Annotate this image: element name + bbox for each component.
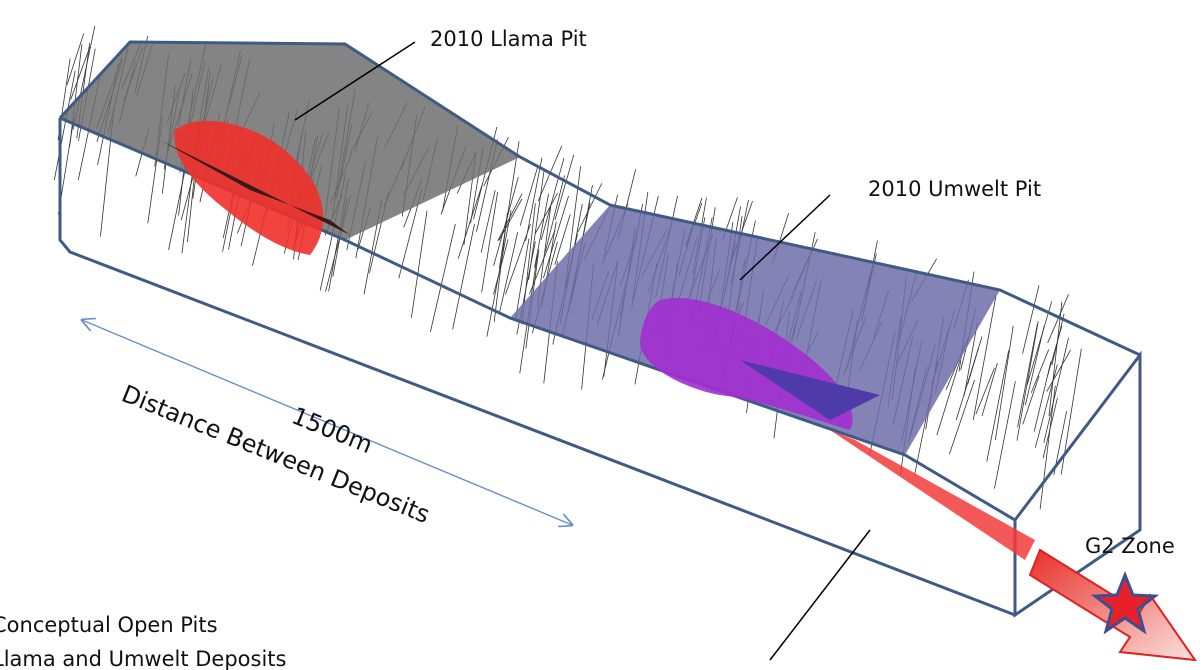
distance-caption: Distance Between Deposits [118,380,434,529]
drill-hole [67,33,84,84]
drill-hole [482,192,498,292]
caption-line: Conceptual Open Pits [0,613,218,637]
g2-projection [830,430,1035,560]
diagram: 2010 Llama Pit 2010 Umwelt Pit 1500m Dis… [0,0,1204,670]
drill-hole [949,380,974,454]
caption-line: Llama and Umwelt Deposits [0,647,286,670]
drill-hole [987,350,1009,461]
drill-hole [994,381,1015,488]
drill-hole [411,211,427,318]
umwelt-pit-label: 2010 Umwelt Pit [868,177,1041,201]
drill-hole [982,363,997,416]
drill-hole [453,224,475,329]
drill-hole [995,326,1013,440]
drill-hole [1018,324,1038,427]
drill-hole [499,232,517,313]
drill-hole [520,165,538,225]
drill-hole [1031,350,1048,393]
drill-hole [493,239,508,294]
g2-zone-label: G2 Zone [1085,534,1175,558]
llama-pit-label: 2010 Llama Pit [430,27,587,51]
leader-line [770,530,870,660]
drill-hole [1017,321,1038,440]
drill-hole [1047,350,1071,392]
drill-hole [1023,285,1039,353]
drill-hole [430,224,455,332]
